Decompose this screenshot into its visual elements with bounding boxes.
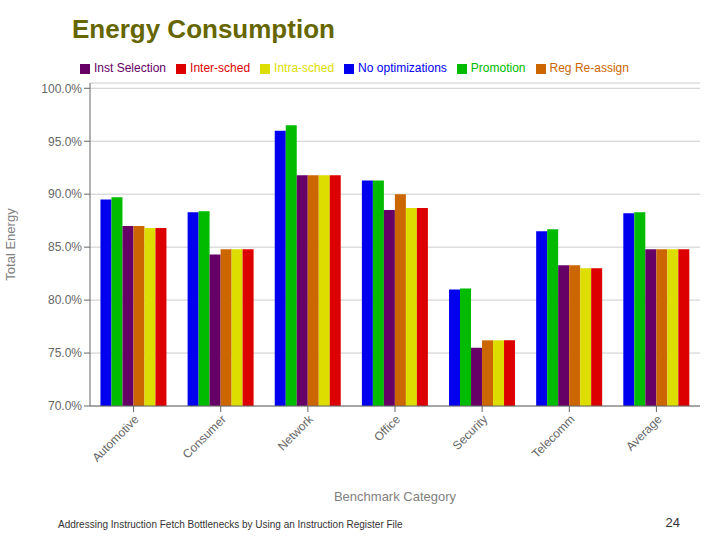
html-text:Energy Consumption: Energy Consumption [72, 14, 335, 44]
svg-text:Consumer: Consumer [180, 412, 229, 461]
svg-text:75.0%: 75.0% [48, 346, 82, 360]
html-text:No optimizations: No optimizations [358, 61, 447, 75]
svg-text:Total Energy: Total Energy [8, 208, 18, 281]
svg-text:70.0%: 70.0% [48, 399, 82, 413]
svg-text:Telecomm: Telecomm [529, 412, 578, 461]
svg-text:80.0%: 80.0% [48, 293, 82, 307]
html-text:24: 24 [665, 515, 680, 530]
svg-text:85.0%: 85.0% [48, 240, 82, 254]
html-text:Promotion: Promotion [470, 61, 526, 75]
html-text:Inter-sched: Inter-sched [190, 61, 251, 75]
html-text:Inst Selection: Inst Selection [94, 61, 166, 75]
svg-text:Security: Security [450, 412, 491, 453]
svg-text:Office: Office [371, 412, 403, 444]
html-text:Reg Re-assign: Reg Re-assign [549, 61, 629, 75]
svg-text:Network: Network [275, 412, 317, 454]
svg-text:95.0%: 95.0% [48, 135, 82, 149]
svg-text:100.0%: 100.0% [41, 82, 82, 96]
html-text:Intra-sched: Intra-sched [274, 61, 335, 75]
html-text:Addressing Instruction Fetch B: Addressing Instruction Fetch Bottlenecks… [58, 519, 403, 530]
svg-text:Automotive: Automotive [89, 412, 142, 465]
svg-text:90.0%: 90.0% [48, 187, 82, 201]
svg-text:Average: Average [623, 412, 665, 454]
svg-text:Benchmark Category: Benchmark Category [334, 489, 457, 504]
